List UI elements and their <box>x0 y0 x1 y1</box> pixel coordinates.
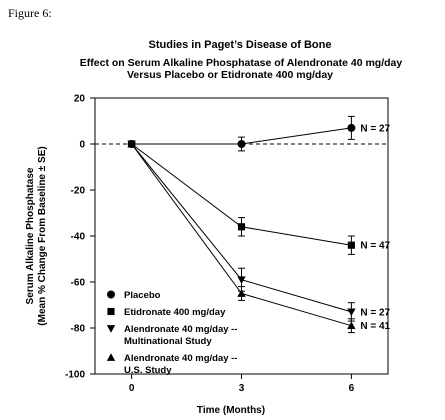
x-axis-label: Time (Months) <box>197 405 265 416</box>
data-point <box>237 289 246 297</box>
figure-label: Figure 6: <box>8 6 52 20</box>
y-tick-label: -100 <box>65 370 85 381</box>
data-point <box>237 223 246 231</box>
data-point <box>127 139 136 148</box>
x-tick-label: 6 <box>349 383 355 394</box>
data-point <box>237 140 246 148</box>
data-point <box>347 241 355 249</box>
y-axis-label-line-1: Serum Alkaline Phosphatase <box>25 167 36 304</box>
series-end-label: N = 41 <box>360 321 390 332</box>
data-point <box>347 123 356 132</box>
legend-label: U.S. Study <box>124 365 172 376</box>
series-2: N = 47 <box>128 140 391 255</box>
legend-item: Placebo <box>107 290 161 301</box>
y-tick-label: -20 <box>71 186 86 197</box>
legend-item: Alendronate 40 mg/day --U.S. Study <box>106 353 238 376</box>
legend-item: Etidronate 400 mg/day <box>107 307 226 318</box>
legend-marker <box>107 290 115 299</box>
series-4: N = 41 <box>127 139 391 334</box>
x-tick-label: 3 <box>239 383 245 394</box>
series-end-label: N = 27 <box>360 307 390 318</box>
data-point <box>347 308 356 317</box>
chart-subtitle-line-1: Effect on Serum Alkaline Phosphatase of … <box>80 57 403 69</box>
legend-label: Alendronate 40 mg/day -- <box>124 324 238 335</box>
legend-label: Multinational Study <box>124 336 212 347</box>
legend-label: Placebo <box>124 290 161 301</box>
y-tick-label: -80 <box>71 324 86 335</box>
y-tick-label: 0 <box>79 140 85 151</box>
x-tick-label: 0 <box>129 383 135 394</box>
chart-title: Studies in Paget’s Disease of Bone <box>149 39 332 51</box>
x-axis: 0 3 6 <box>129 374 355 394</box>
series-end-label: N = 47 <box>360 241 390 252</box>
legend-label: Alendronate 40 mg/day -- <box>124 353 238 364</box>
legend: Placebo Etidronate 400 mg/day Alendronate … <box>106 290 238 376</box>
legend-marker <box>106 353 116 361</box>
y-tick-label: -60 <box>71 278 86 289</box>
legend-marker <box>107 307 115 316</box>
data-point <box>237 276 246 284</box>
series-1: N = 27 <box>127 115 391 152</box>
plot-area: N = 27 N = 47 N = 27 N = 41 <box>95 115 391 334</box>
series-end-label: N = 27 <box>360 123 390 134</box>
y-axis: 20 0 -20 -40 -60 -80 -100 <box>65 94 95 381</box>
legend-marker <box>106 325 116 333</box>
legend-item: Alendronate 40 mg/day --Multinational St… <box>106 324 238 347</box>
y-tick-label: -40 <box>71 232 86 243</box>
y-axis-label-line-2: (Mean % Change From Baseline ± SE) <box>37 146 48 325</box>
y-tick-label: 20 <box>74 94 86 105</box>
data-point <box>347 321 356 330</box>
series-3: N = 27 <box>127 140 391 322</box>
legend-label: Etidronate 400 mg/day <box>124 307 226 318</box>
chart-subtitle-line-2: Versus Placebo or Etidronate 400 mg/day <box>127 69 333 81</box>
